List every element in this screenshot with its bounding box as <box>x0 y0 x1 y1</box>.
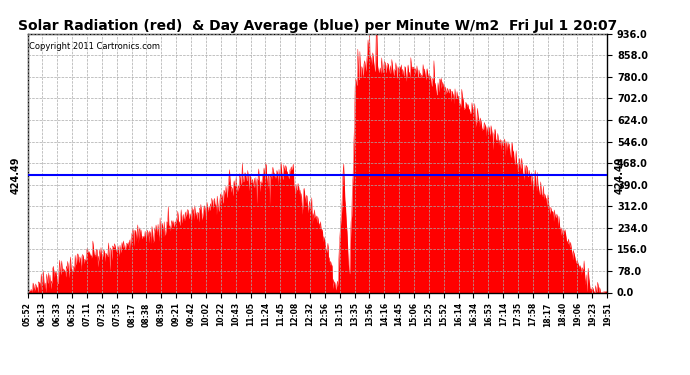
Text: 424.49: 424.49 <box>614 156 624 194</box>
Title: Solar Radiation (red)  & Day Average (blue) per Minute W/m2  Fri Jul 1 20:07: Solar Radiation (red) & Day Average (blu… <box>18 19 617 33</box>
Text: 424.49: 424.49 <box>10 156 21 194</box>
Text: Copyright 2011 Cartronics.com: Copyright 2011 Cartronics.com <box>30 42 160 51</box>
